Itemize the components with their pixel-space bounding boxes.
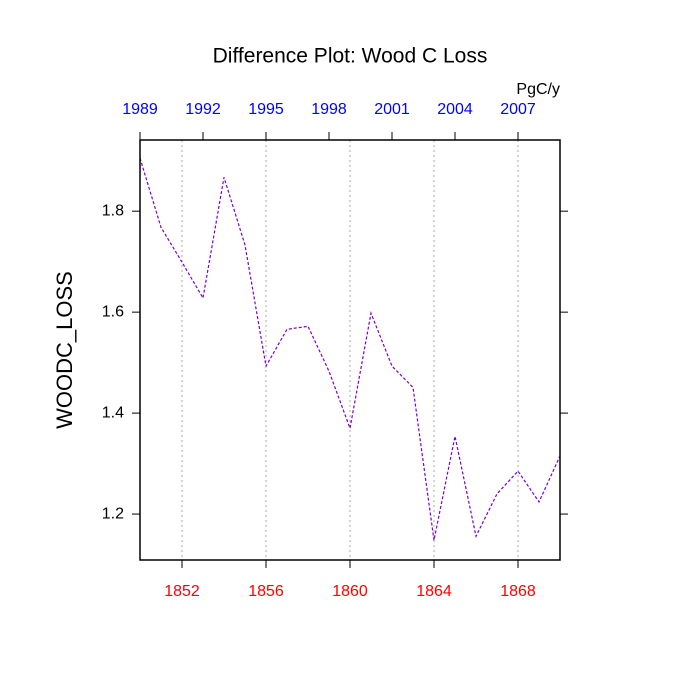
x2-tick-label: 1989 (122, 101, 158, 118)
data-line (139, 157, 561, 541)
y-tick-label: 1.4 (102, 404, 124, 421)
x-tick-label: 1868 (500, 583, 536, 600)
y-axis-label: WOODC_LOSS (52, 271, 77, 429)
x2-tick-label: 2007 (500, 101, 536, 118)
x2-tick-label: 2001 (374, 101, 410, 118)
x-tick-label: 1864 (416, 583, 452, 600)
chart-title: Difference Plot: Wood C Loss (213, 45, 488, 68)
x-tick-label: 1852 (164, 583, 200, 600)
y-tick-label: 1.2 (102, 505, 124, 522)
units-label: PgC/y (516, 81, 560, 98)
y-tick-label: 1.8 (102, 202, 124, 219)
x-tick-label: 1860 (332, 583, 368, 600)
y-tick-label: 1.6 (102, 303, 124, 320)
x2-tick-label: 1995 (248, 101, 284, 118)
x2-tick-label: 1992 (185, 101, 221, 118)
x2-tick-label: 2004 (437, 101, 473, 118)
x2-tick-label: 1998 (311, 101, 347, 118)
x-tick-label: 1856 (248, 583, 284, 600)
plot-frame (139, 139, 561, 561)
